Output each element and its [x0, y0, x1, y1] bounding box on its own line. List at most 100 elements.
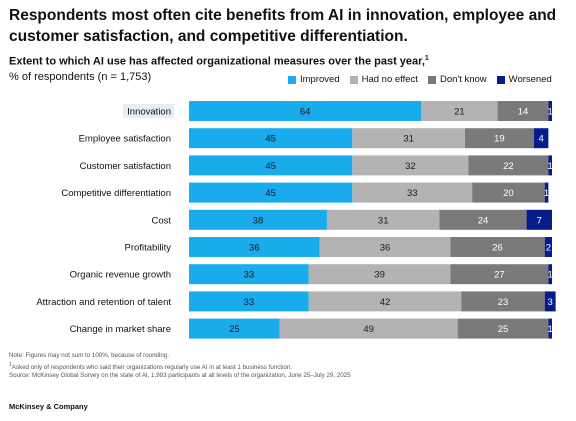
legend-label-improved: Improved	[300, 74, 340, 85]
bar-segment-improved	[189, 318, 280, 339]
category-label: Cost	[151, 215, 171, 226]
data-label-improved: 33	[244, 270, 255, 281]
data-label-worsened: 1	[548, 107, 553, 118]
bar-segment-improved	[189, 291, 309, 312]
legend-swatch-don-t-know	[427, 75, 436, 84]
data-label-worsened: 1	[548, 161, 553, 172]
bar-segment-don-t-know	[457, 318, 549, 339]
data-label-had-no-effect: 49	[363, 324, 374, 335]
bar-segment-improved	[189, 101, 422, 121]
source-note: Source: McKinsey Global Survey on the st…	[9, 372, 351, 380]
data-label-had-no-effect: 31	[403, 134, 414, 145]
bar-segment-had-no-effect	[308, 264, 451, 285]
data-label-don-t-know: 24	[478, 215, 489, 226]
data-label-had-no-effect: 31	[378, 215, 389, 226]
legend-label-worsened: Worsened	[508, 74, 552, 85]
data-label-improved: 38	[253, 215, 264, 226]
bar-segment-had-no-effect	[352, 128, 465, 149]
data-label-had-no-effect: 21	[454, 107, 465, 118]
bar-segment-don-t-know	[497, 101, 549, 121]
data-label-don-t-know: 25	[498, 324, 509, 335]
category-label: Innovation	[127, 107, 171, 118]
category-label: Attraction and retention of talent	[36, 297, 171, 308]
legend-item-improved: Improved	[288, 74, 340, 85]
data-label-improved: 33	[244, 297, 255, 308]
bar-segment-don-t-know	[464, 128, 534, 149]
bar-segment-improved	[189, 155, 353, 176]
data-label-don-t-know: 20	[503, 188, 514, 199]
legend-swatch-improved	[288, 75, 296, 84]
category-label: Customer satisfaction	[80, 161, 171, 172]
data-label-had-no-effect: 36	[380, 243, 391, 254]
category-highlight	[123, 104, 174, 118]
bar-segment-had-no-effect	[308, 291, 462, 312]
note-rounding: Note: Figures may not sum to 100%, becau…	[9, 352, 169, 359]
bar-segment-improved	[189, 264, 309, 285]
data-label-improved: 45	[265, 188, 276, 199]
bar-segment-worsened	[526, 209, 552, 230]
bar-segment-don-t-know	[439, 209, 527, 230]
data-label-don-t-know: 26	[492, 243, 503, 254]
data-label-improved: 45	[265, 134, 276, 145]
footnote-marker: 1	[9, 361, 12, 368]
legend-label-don-t-know: Don't know	[439, 74, 487, 85]
data-label-don-t-know: 22	[503, 161, 514, 172]
data-label-had-no-effect: 42	[380, 297, 391, 308]
brand-logo-text: McKinsey & Company	[9, 402, 88, 411]
bar-segment-don-t-know	[468, 155, 549, 176]
legend-swatch-worsened	[496, 75, 505, 84]
legend-item-don-t-know: Don't know	[427, 74, 487, 85]
data-label-worsened: 2	[546, 243, 551, 254]
category-label: Organic revenue growth	[70, 270, 171, 281]
data-label-worsened: 7	[537, 215, 542, 226]
bar-segment-had-no-effect	[319, 237, 451, 257]
bar-segment-worsened	[544, 291, 556, 312]
chart-title: Respondents most often cite benefits fro…	[9, 7, 557, 45]
category-label: Change in market share	[70, 324, 171, 335]
bar-segment-don-t-know	[472, 182, 545, 203]
bar-segment-had-no-effect	[326, 209, 440, 230]
bar-segment-worsened	[533, 128, 549, 149]
data-label-don-t-know: 19	[494, 134, 505, 145]
data-label-improved: 36	[249, 243, 260, 254]
bar-segment-had-no-effect	[352, 182, 473, 203]
bar-segment-had-no-effect	[279, 318, 458, 339]
subtitle-footnote-marker: 1	[424, 55, 429, 62]
legend-item-worsened: Worsened	[496, 74, 552, 85]
chart-subtitle: Extent to which AI use has affected orga…	[9, 55, 429, 68]
bar-segment-worsened	[544, 237, 552, 257]
data-label-worsened: 1	[548, 270, 553, 281]
bar-segment-had-no-effect	[421, 101, 498, 121]
bar-segment-worsened	[544, 182, 549, 203]
bar-segment-worsened	[548, 155, 552, 176]
chart-notes: Note: Figures may not sum to 100%, becau…	[9, 352, 351, 381]
data-label-don-t-know: 14	[518, 107, 529, 118]
bar-segment-improved	[189, 128, 353, 149]
data-label-don-t-know: 27	[494, 270, 505, 281]
bar-segment-worsened	[548, 264, 552, 285]
bar-segment-had-no-effect	[352, 155, 469, 176]
data-label-improved: 45	[265, 161, 276, 172]
legend-item-had-no-effect: Had no effect	[349, 74, 418, 85]
data-label-improved: 64	[300, 107, 311, 118]
bar-segment-improved	[189, 237, 320, 257]
data-label-worsened: 1	[548, 324, 553, 335]
chart-subtitle-text: Extent to which AI use has affected orga…	[9, 55, 425, 68]
bar-segment-don-t-know	[450, 237, 545, 257]
chart-unit-label: % of respondents (n = 1,753)	[9, 71, 152, 83]
data-label-worsened: 1	[544, 188, 549, 199]
data-label-worsened: 3	[548, 297, 553, 308]
bar-segment-improved	[189, 209, 327, 230]
data-label-had-no-effect: 39	[374, 270, 385, 281]
footnote-1: 1Asked only of respondents who said thei…	[9, 361, 351, 373]
data-label-worsened: 4	[538, 134, 543, 145]
data-label-improved: 25	[229, 324, 240, 335]
bar-segment-worsened	[548, 318, 552, 339]
bar-segment-don-t-know	[461, 291, 545, 312]
legend-swatch-had-no-effect	[349, 75, 358, 84]
category-label: Employee satisfaction	[79, 134, 171, 145]
bar-segment-worsened	[548, 101, 552, 121]
footnote-text: Asked only of respondents who said their…	[11, 363, 293, 371]
category-label: Competitive differentiation	[61, 188, 171, 199]
